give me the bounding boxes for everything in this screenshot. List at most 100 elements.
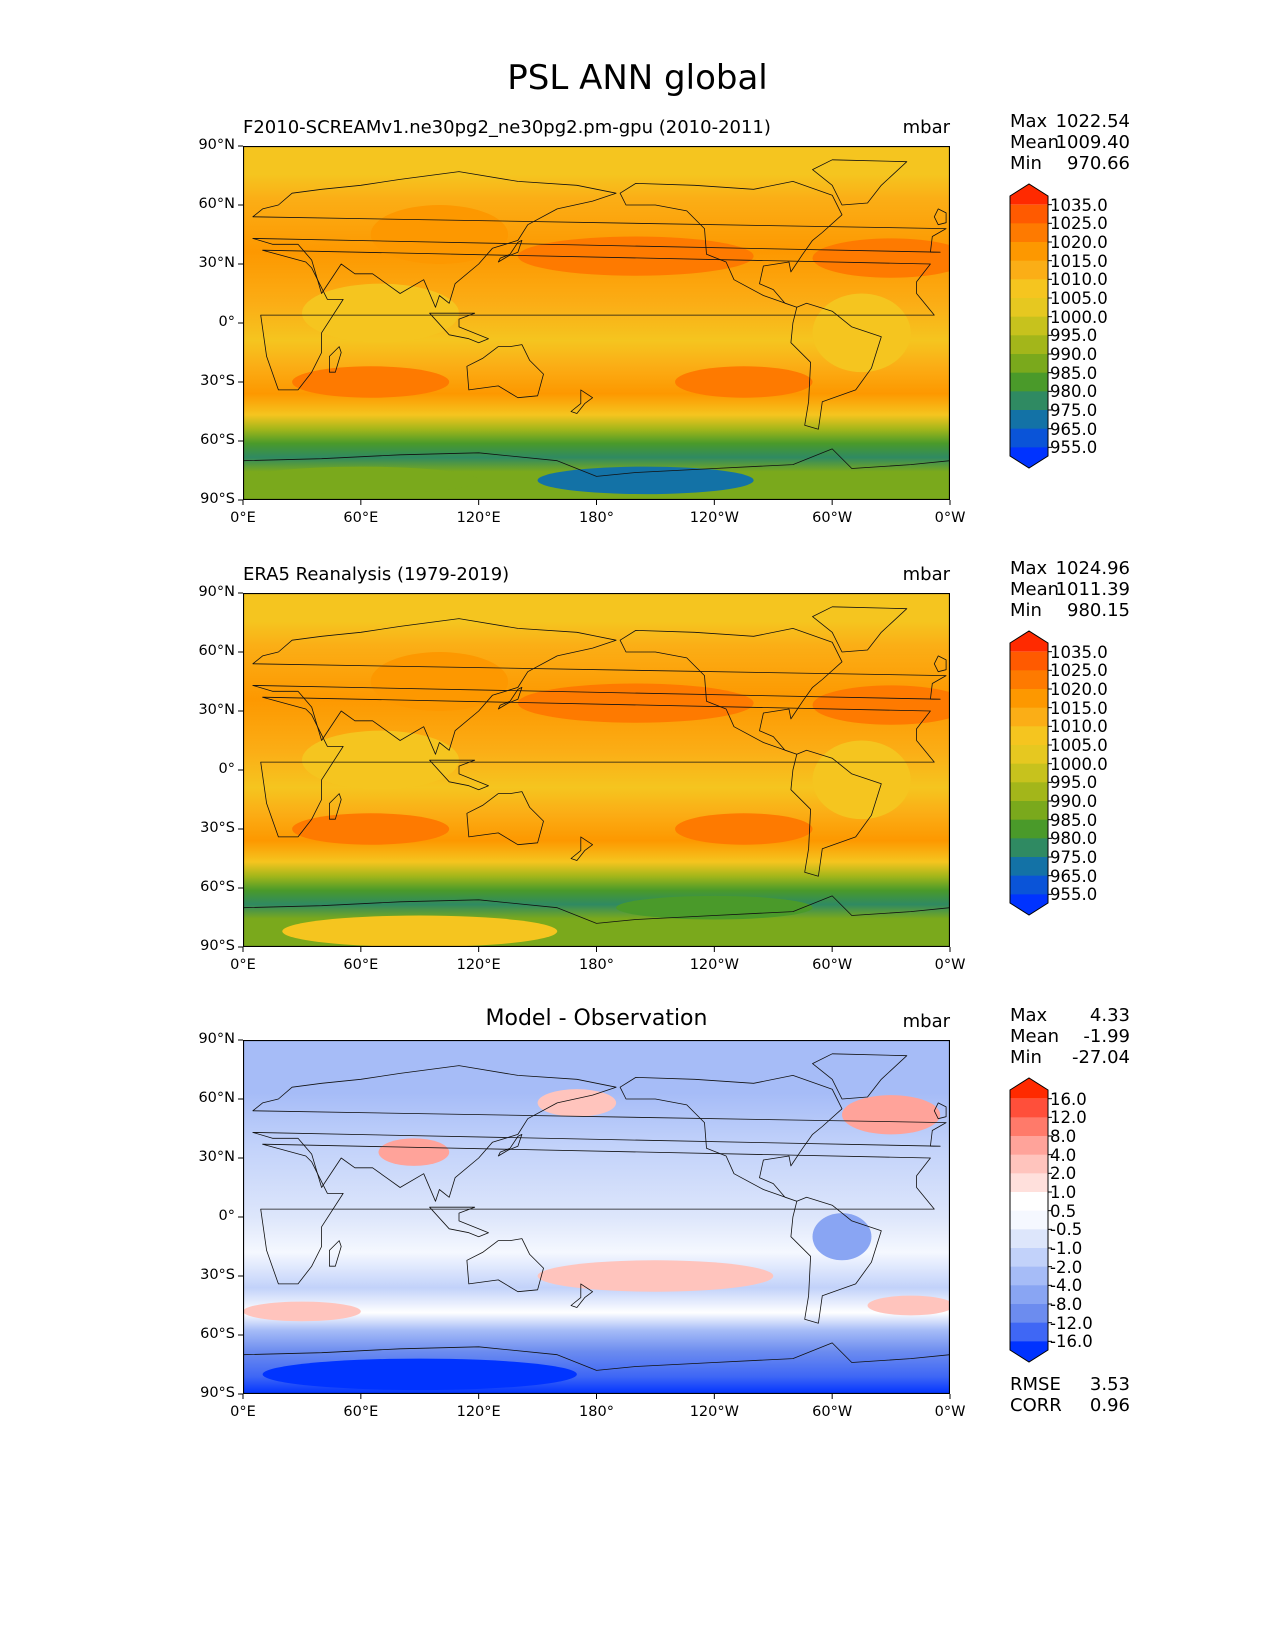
high-pressure-npacific <box>517 683 754 723</box>
lon-tick-label: 60°W <box>812 957 853 973</box>
colorbar-extend-bottom <box>1010 447 1048 468</box>
high-pressure-natlantic <box>812 685 950 725</box>
lon-tick-label: 0°E <box>230 1404 256 1420</box>
coastline-namerica <box>619 1075 843 1202</box>
colorbar-label: 16.0 <box>1050 1089 1087 1109</box>
lon-tick-label: 0°W <box>934 957 966 973</box>
colorbar-segment <box>1010 223 1048 243</box>
colorbar-segment <box>1010 260 1048 280</box>
diff-negative-samerica <box>812 1213 872 1261</box>
colorbar-label: 4.0 <box>1050 1145 1077 1165</box>
lat-tick-label: 90°N <box>198 1031 235 1047</box>
lon-tick-label: 0°W <box>934 1404 966 1420</box>
colorbar-label: 1010.0 <box>1050 717 1108 737</box>
coastline-samerica <box>790 749 882 877</box>
colorbar-segment <box>1010 279 1048 299</box>
coastline-indonesia <box>429 312 489 344</box>
colorbar-label: 0.5 <box>1050 1201 1077 1221</box>
coastline-antarctica <box>243 448 950 500</box>
coastline-antarctica <box>243 1342 950 1394</box>
units-label: mbar <box>902 117 950 138</box>
colorbar-label: 955.0 <box>1050 885 1098 905</box>
colorbar <box>1009 630 1052 916</box>
lon-tick-label: 120°E <box>456 1404 501 1420</box>
lat-tick-label: 60°N <box>198 196 235 212</box>
coastline-africa <box>260 696 935 838</box>
colorbar-segment <box>1010 1266 1048 1286</box>
coastline-europe_uk <box>933 1102 947 1120</box>
colorbar-label: 1035.0 <box>1050 642 1108 662</box>
colorbar-segment <box>1010 316 1048 336</box>
colorbar-label: -8.0 <box>1050 1295 1083 1314</box>
colorbar-extend-bottom <box>1010 1341 1048 1362</box>
colorbar-label: 8.0 <box>1050 1127 1077 1146</box>
coastline-africa <box>260 249 935 391</box>
lat-tick-label: 60°S <box>200 432 235 448</box>
units-label: mbar <box>902 1011 950 1032</box>
map-model <box>243 146 950 500</box>
ross-sea-low <box>537 466 754 495</box>
colorbar-label: -0.5 <box>1050 1220 1083 1240</box>
colorbar-label: -1.0 <box>1050 1239 1083 1258</box>
lat-tick-label: 90°N <box>198 137 235 153</box>
colorbar-extend-top <box>1010 1078 1048 1099</box>
diff-positive-npacific <box>537 1089 617 1117</box>
lat-tick-label: 30°S <box>200 820 235 836</box>
colorbar-label: 1015.0 <box>1050 251 1108 271</box>
colorbar-segment <box>1010 689 1048 709</box>
colorbar-segment <box>1010 335 1048 355</box>
stat-max-value: 1024.96 <box>1055 558 1130 579</box>
stat-max-value: 1022.54 <box>1055 111 1130 132</box>
lat-tick-label: 0° <box>218 1208 235 1224</box>
diff-negative-antarctica <box>262 1358 577 1391</box>
colorbar-label: 975.0 <box>1050 848 1098 867</box>
panel-title: F2010-SCREAMv1.ne30pg2_ne30pg2.pm-gpu (2… <box>243 117 771 138</box>
colorbar-segment <box>1010 1098 1048 1118</box>
lat-tick-label: 90°S <box>200 938 235 954</box>
colorbar-outline <box>1009 1077 1049 1363</box>
colorbar-extend-top <box>1010 184 1048 205</box>
colorbar-segment <box>1010 838 1048 858</box>
lat-tick-label: 0° <box>218 761 235 777</box>
colorbar-extend-bottom <box>1010 894 1048 915</box>
coastline-madagascar <box>329 346 342 373</box>
colorbar-segment <box>1010 1136 1048 1156</box>
colorbar-label: 985.0 <box>1050 363 1098 383</box>
coastline-samerica <box>790 302 882 430</box>
lat-tick-label: 30°S <box>200 373 235 389</box>
colorbar-segment <box>1010 670 1048 690</box>
lat-tick-label: 30°S <box>200 1267 235 1283</box>
stat-rmse-value: 3.53 <box>1089 1374 1130 1395</box>
colorbar-segment <box>1010 1173 1048 1193</box>
map-frame <box>243 146 950 500</box>
lat-tick-label: 90°S <box>200 1385 235 1401</box>
stat-corr-label: CORR <box>1010 1395 1062 1416</box>
coastline-japan <box>497 240 523 263</box>
map-obs <box>243 593 950 947</box>
high-pressure-natlantic <box>812 238 950 278</box>
coastline-eurasia <box>252 1065 947 1202</box>
colorbar-label: 995.0 <box>1050 773 1098 793</box>
lon-tick-label: 60°W <box>812 510 853 526</box>
diff-positive-spacific <box>537 1260 774 1292</box>
colorbar-label: 995.0 <box>1050 326 1098 346</box>
lon-tick-label: 0°E <box>230 957 256 973</box>
lon-tick-label: 60°E <box>343 510 379 526</box>
colorbar-segment <box>1010 372 1048 392</box>
lat-tick-label: 30°N <box>198 702 235 718</box>
diff-positive-satlantic <box>243 1301 361 1322</box>
colorbar-segment <box>1010 819 1048 839</box>
lon-tick-label: 180° <box>579 1404 614 1420</box>
equatorial-low <box>301 730 460 790</box>
lat-tick-label: 60°S <box>200 879 235 895</box>
colorbar-label: 990.0 <box>1050 792 1098 811</box>
stat-rmse-label: RMSE <box>1010 1374 1061 1395</box>
colorbar-label: 1000.0 <box>1050 754 1108 774</box>
lat-tick-label: 90°S <box>200 491 235 507</box>
coastline-greenland <box>812 1053 908 1100</box>
high-pressure-npacific <box>517 236 754 276</box>
coastline-australia <box>466 1238 544 1293</box>
colorbar-label: 965.0 <box>1050 419 1098 439</box>
lon-tick-label: 120°W <box>689 957 739 973</box>
lon-tick-label: 180° <box>579 957 614 973</box>
